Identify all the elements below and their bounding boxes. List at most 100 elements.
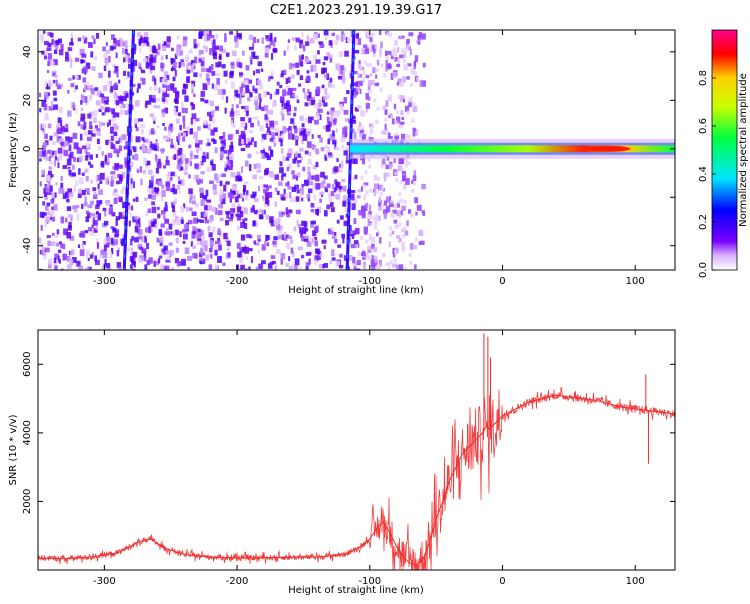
heatmap-cell: [383, 200, 388, 206]
heatmap-cell: [236, 61, 241, 68]
heatmap-cell: [144, 237, 147, 243]
heatmap-cell: [170, 57, 174, 64]
heatmap-cell: [252, 85, 255, 92]
heatmap-cell: [344, 207, 349, 213]
heatmap-cell: [392, 203, 398, 209]
heatmap-cell: [244, 268, 248, 270]
heatmap-cell: [206, 166, 212, 173]
heatmap-cell: [143, 251, 147, 259]
heatmap-cell: [57, 249, 62, 253]
heatmap-cell: [406, 76, 410, 80]
heatmap-cell: [316, 255, 321, 261]
heatmap-cell: [307, 158, 312, 165]
heatmap-cell: [150, 128, 155, 135]
heatmap-cell: [217, 256, 222, 263]
heatmap-cell: [84, 188, 90, 193]
heatmap-cell: [398, 122, 404, 128]
heatmap-cell: [254, 220, 258, 228]
heatmap-cell: [332, 139, 337, 145]
heatmap-cell: [330, 207, 335, 213]
heatmap-cell: [260, 209, 265, 215]
heatmap-cell: [118, 198, 123, 203]
heatmap-cell: [301, 235, 305, 242]
heatmap-cell: [132, 155, 135, 160]
heatmap-cell: [42, 129, 45, 134]
heatmap-cell: [115, 100, 120, 106]
heatmap-cell: [168, 223, 173, 230]
heatmap-cell: [336, 181, 339, 187]
heatmap-cell: [295, 185, 299, 191]
heatmap-cell: [282, 69, 287, 76]
heatmap-cell: [275, 249, 281, 255]
heatmap-cell: [210, 129, 215, 136]
heatmap-cell: [279, 167, 284, 174]
heatmap-cell: [47, 170, 52, 175]
heatmap-cell: [71, 249, 75, 256]
heatmap-cell: [219, 217, 224, 221]
heatmap-cell: [107, 152, 113, 158]
heatmap-cell: [191, 195, 196, 200]
heatmap-cell: [193, 43, 197, 49]
heatmap-cell: [266, 235, 270, 240]
heatmap-cell: [320, 171, 325, 178]
heatmap-cell: [188, 207, 193, 212]
heatmap-cell: [53, 79, 56, 84]
heatmap-cell: [346, 89, 350, 95]
heatmap-cell: [347, 254, 353, 262]
heatmap-cell: [89, 229, 95, 236]
heatmap-cell: [67, 110, 72, 117]
heatmap-cell: [182, 229, 187, 233]
heatmap-band-peak: [586, 145, 631, 152]
colorbar-ticks: 0.00.20.40.60.8: [698, 70, 716, 278]
heatmap-cell: [151, 143, 156, 151]
heatmap-cell: [277, 181, 283, 186]
heatmap-cell: [261, 133, 267, 140]
heatmap-cell: [143, 32, 149, 37]
heatmap-cell: [205, 254, 210, 261]
heatmap-cell: [274, 91, 277, 96]
heatmap-cell: [128, 183, 133, 190]
heatmap-cell: [406, 38, 410, 44]
heatmap-cell: [417, 35, 421, 41]
heatmap-cell: [156, 125, 160, 129]
heatmap-cell: [139, 166, 143, 173]
snr-x-tick-label: -100: [358, 576, 381, 587]
heatmap-cell: [292, 269, 297, 270]
heatmap-cell: [255, 266, 259, 270]
heatmap-cell: [394, 171, 398, 176]
heatmap-streak: [122, 30, 136, 270]
heatmap-cell: [62, 193, 66, 200]
heatmap-cell: [76, 213, 80, 221]
heatmap-cell: [100, 105, 105, 110]
heatmap-cell: [328, 133, 331, 139]
heatmap-cell: [245, 65, 250, 71]
heatmap-cell: [241, 91, 245, 96]
heatmap-cell: [401, 205, 406, 211]
heatmap-cell: [371, 262, 377, 267]
heatmap-cell: [162, 90, 168, 98]
heatmap-cell: [397, 210, 401, 215]
heatmap-cell: [65, 191, 69, 199]
heatmap-cell: [295, 176, 298, 181]
heatmap-cell: [174, 105, 179, 112]
heatmap-cell: [405, 41, 410, 48]
heatmap-cell: [98, 108, 102, 112]
heatmap-cell: [148, 190, 153, 197]
heatmap-cell: [153, 54, 157, 58]
heatmap-cell: [194, 227, 197, 235]
heatmap-cell: [52, 59, 58, 66]
heatmap-cell: [338, 51, 344, 57]
heatmap-cell: [69, 235, 75, 241]
heatmap-cell: [250, 122, 254, 128]
heatmap-cell: [283, 235, 288, 241]
heatmap-cell: [309, 237, 313, 244]
heatmap-cell: [322, 126, 327, 130]
heatmap-cell: [307, 196, 310, 202]
heatmap-cell: [179, 50, 183, 56]
heatmap-cell: [201, 56, 205, 62]
heatmap-cell: [297, 223, 301, 228]
heatmap-cell: [212, 39, 216, 45]
heatmap-cell: [414, 129, 418, 137]
heatmap-cell: [155, 167, 159, 174]
